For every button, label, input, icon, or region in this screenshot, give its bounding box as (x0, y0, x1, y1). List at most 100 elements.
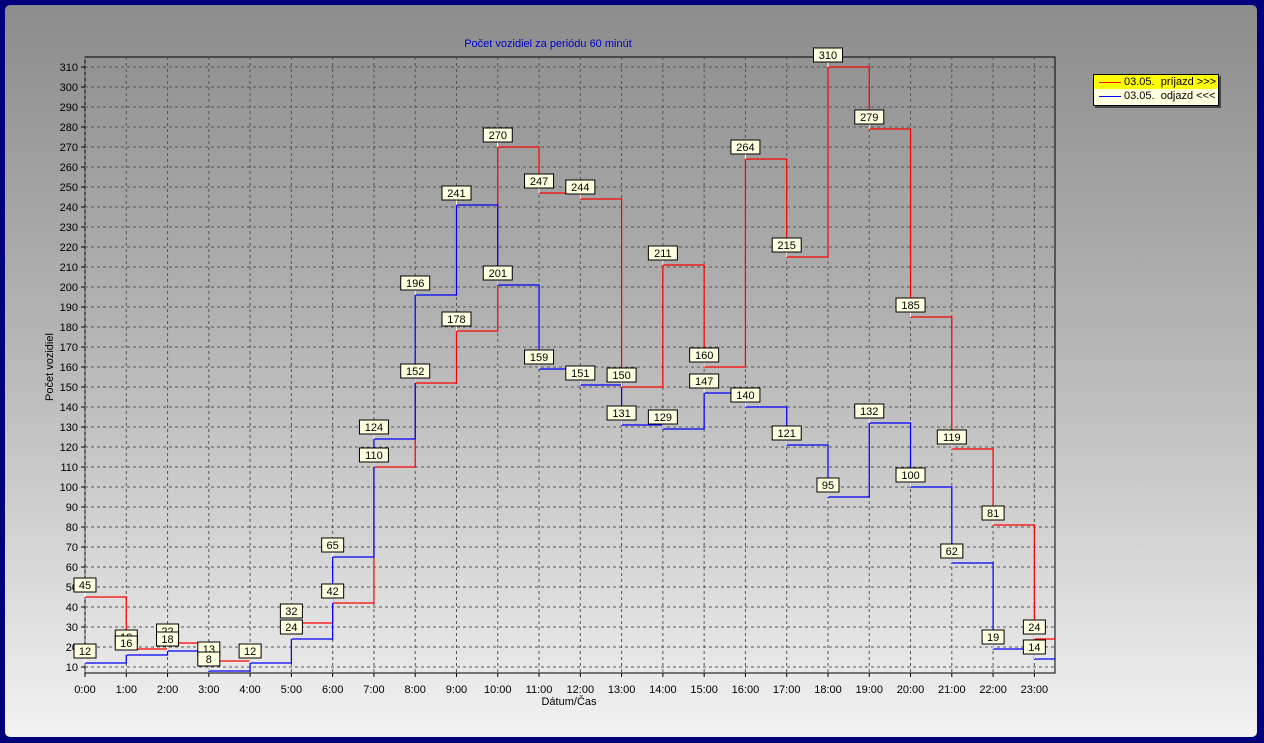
data-label-text: 129 (654, 412, 672, 424)
data-label: 244 (565, 179, 596, 199)
data-label-text: 81 (987, 508, 999, 520)
data-label-text: 62 (946, 546, 958, 558)
x-tick-label: 4:00 (239, 684, 260, 696)
legend-label-departure: 03.05. odjazd <<< (1124, 90, 1216, 102)
legend-label-arrival: 03.05. príjazd >>> (1124, 76, 1217, 88)
data-label-box (771, 425, 802, 441)
data-label-text: 310 (819, 50, 837, 62)
y-tick-label: 160 (60, 362, 78, 374)
data-label: 100 (895, 467, 926, 487)
data-label-box (812, 47, 843, 63)
legend-line-departure (1099, 96, 1121, 97)
data-label-text: 42 (327, 586, 339, 598)
data-label-text: 131 (612, 408, 630, 420)
y-tick-label: 30 (66, 622, 78, 634)
x-tick-label: 7:00 (363, 684, 384, 696)
data-label-box (816, 477, 840, 493)
x-tick-label: 22:00 (979, 684, 1007, 696)
x-tick-label: 19:00 (855, 684, 883, 696)
data-label-box (358, 419, 389, 435)
x-tick-label: 13:00 (608, 684, 636, 696)
data-label: 62 (940, 543, 964, 563)
data-label-box (441, 311, 472, 327)
data-label-box (400, 363, 431, 379)
chart-title: Počet vozidiel za periódu 60 minút (464, 38, 632, 50)
x-tick-label: 20:00 (897, 684, 925, 696)
series-line-0 (85, 66, 1055, 662)
y-tick-label: 300 (60, 82, 78, 94)
data-label-box (1022, 619, 1046, 635)
data-label: 160 (689, 347, 720, 367)
traffic-chart: Počet vozidiel za periódu 60 minút 10203… (44, 38, 1056, 708)
data-label-text: 211 (654, 248, 672, 260)
y-tick-label: 280 (60, 122, 78, 134)
data-label-text: 124 (365, 422, 383, 434)
data-label: 95 (816, 477, 840, 497)
data-label-text: 24 (1028, 622, 1040, 634)
data-label-box (238, 643, 262, 659)
data-label-box (895, 297, 926, 313)
x-tick-label: 9:00 (446, 684, 467, 696)
data-label-box (730, 387, 761, 403)
data-label-text: 19 (987, 632, 999, 644)
y-tick-label: 10 (66, 662, 78, 674)
data-label: 19 (981, 629, 1005, 649)
y-tick-label: 200 (60, 282, 78, 294)
data-label-box (279, 603, 303, 619)
data-label-text: 244 (571, 182, 589, 194)
data-label: 24 (279, 619, 303, 639)
data-label-text: 241 (447, 188, 465, 200)
data-label: 247 (524, 173, 555, 193)
y-tick-label: 210 (60, 262, 78, 274)
y-tick-label: 130 (60, 422, 78, 434)
y-tick-label: 230 (60, 222, 78, 234)
x-tick-label: 12:00 (567, 684, 595, 696)
data-label-text: 150 (612, 370, 630, 382)
data-label-text: 14 (1028, 642, 1040, 654)
data-label: 131 (606, 405, 637, 425)
data-label: 264 (730, 139, 761, 159)
data-label-text: 24 (285, 622, 297, 634)
data-label: 132 (854, 403, 885, 423)
data-label-box (647, 409, 678, 425)
x-tick-label: 14:00 (649, 684, 677, 696)
x-axis-ticks: 0:00 1:00 2:00 3:00 4:00 5:00 6:00 7:00 8:00 9:00… (74, 673, 1048, 696)
x-tick-label: 18:00 (814, 684, 842, 696)
legend-item-arrival: 03.05. príjazd >>> (1094, 75, 1218, 89)
data-label: 81 (981, 505, 1005, 525)
y-tick-label: 180 (60, 322, 78, 334)
data-label-box (400, 275, 431, 291)
legend-item-departure: 03.05. odjazd <<< (1094, 89, 1218, 103)
data-label-box (279, 619, 303, 635)
chart-window: Počet vozidiel za periódu 60 minút 10 20 3… (5, 5, 1257, 737)
data-label: 16 (114, 635, 138, 655)
data-label: 124 (358, 419, 389, 439)
data-label: 140 (730, 387, 761, 407)
data-label-text: 147 (695, 376, 713, 388)
data-label-box (730, 139, 761, 155)
data-label-text: 12 (79, 646, 91, 658)
data-label: 8 (197, 651, 221, 671)
x-tick-label: 6:00 (322, 684, 343, 696)
y-tick-label: 310 (60, 62, 78, 74)
data-label: 129 (647, 409, 678, 429)
data-label-box (1022, 639, 1046, 655)
x-tick-label: 15:00 (690, 684, 718, 696)
data-label-box (854, 403, 885, 419)
data-label-text: 178 (447, 314, 465, 326)
data-label-text: 95 (822, 480, 834, 492)
data-label: 215 (771, 237, 802, 257)
data-label-text: 152 (406, 366, 424, 378)
y-axis-title: Počet vozidiel (44, 333, 56, 401)
grid-lines (84, 57, 1055, 673)
data-label-box (321, 537, 345, 553)
data-label-text: 196 (406, 278, 424, 290)
data-label-text: 140 (736, 390, 754, 402)
data-label-box (940, 543, 964, 559)
data-label-box (981, 505, 1005, 521)
y-tick-label: 240 (60, 202, 78, 214)
data-label-text: 45 (79, 580, 91, 592)
data-label-text: 201 (489, 268, 507, 280)
y-tick-label: 110 (60, 462, 78, 474)
data-label-text: 159 (530, 352, 548, 364)
